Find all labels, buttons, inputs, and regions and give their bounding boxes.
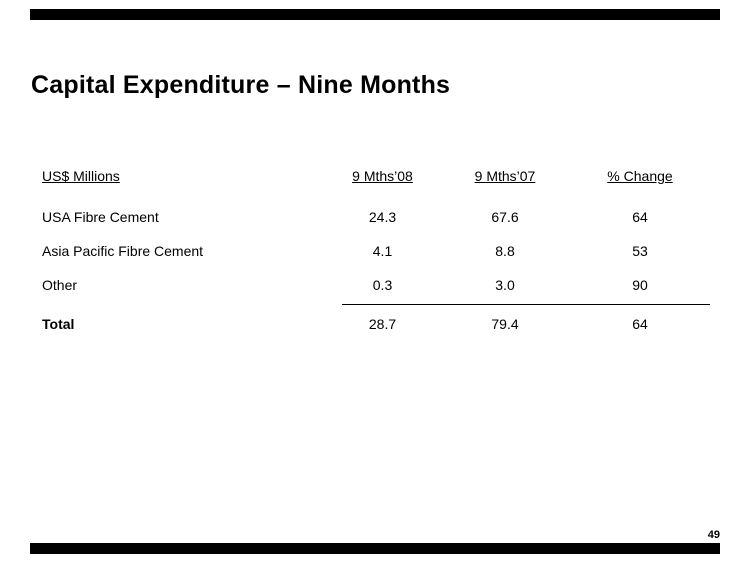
table-row: USA Fibre Cement 24.3 67.6 64 [42,200,710,234]
row-value-07: 3.0 [495,277,515,293]
table-header-row: US$ Millions 9 Mths’08 9 Mths’07 % Chang… [42,162,710,190]
page-number: 49 [707,529,720,541]
row-value-08: 4.1 [372,243,393,259]
header-9mths08: 9 Mths’08 [352,168,413,184]
bottom-divider-bar [30,543,720,554]
header-9mths07: 9 Mths’07 [474,168,536,184]
row-value-change: 90 [632,277,648,293]
table-row: Asia Pacific Fibre Cement 4.1 8.8 53 [42,234,710,268]
row-label: USA Fibre Cement [42,209,159,225]
row-label: Asia Pacific Fibre Cement [42,243,204,259]
table-row-total: Total 28.7 79.4 64 [42,307,710,341]
row-value-change: 64 [632,209,648,225]
row-label: Total [42,316,75,332]
page-title: Capital Expenditure – Nine Months [31,71,451,99]
row-value-07: 67.6 [491,209,519,225]
table-row: Other 0.3 3.0 90 [42,268,710,302]
header-percent-change: % Change [607,168,673,184]
capex-table: US$ Millions 9 Mths’08 9 Mths’07 % Chang… [42,162,710,341]
row-value-08: 24.3 [368,209,397,225]
row-value-change: 64 [632,316,648,332]
row-value-07: 8.8 [495,243,515,259]
row-value-08: 28.7 [368,316,397,332]
header-unit-label: US$ Millions [42,168,120,184]
row-value-change: 53 [632,243,648,259]
row-value-08: 0.3 [372,277,393,293]
row-label: Other [42,277,78,293]
top-divider-bar [30,9,720,20]
total-separator-line [342,304,710,305]
row-value-07: 79.4 [491,316,519,332]
